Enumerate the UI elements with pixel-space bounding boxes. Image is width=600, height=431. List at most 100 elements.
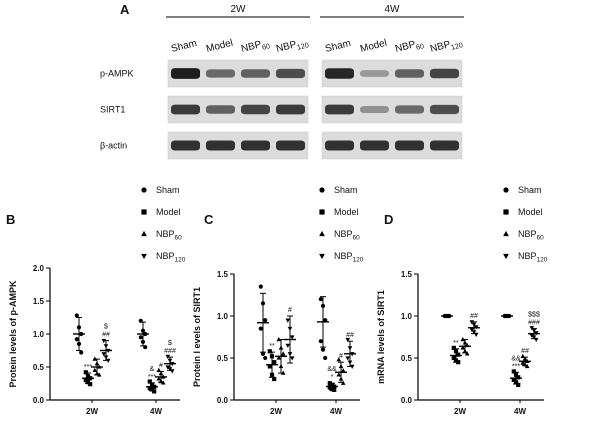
blot-band — [395, 105, 424, 114]
series-nbp60: ## — [459, 337, 531, 369]
data-point — [516, 375, 521, 380]
blot-band — [360, 140, 389, 151]
data-point — [92, 367, 98, 372]
data-point — [345, 337, 351, 343]
data-point — [289, 335, 295, 340]
y-tick-label: 0.5 — [217, 354, 229, 363]
data-point — [258, 284, 263, 289]
data-point — [83, 378, 88, 383]
y-tick-label: 1.0 — [401, 312, 413, 321]
panel-a-letter: A — [120, 2, 130, 17]
blot-band — [276, 104, 305, 115]
data-point — [267, 349, 272, 354]
lane-label-main: Model — [205, 38, 234, 55]
blot-band — [206, 140, 235, 151]
lane-label: NBP120 — [275, 36, 310, 56]
legend-label-main: Model — [518, 207, 543, 217]
significance-label: *** — [148, 374, 156, 381]
legend-marker — [141, 230, 147, 237]
data-point — [138, 335, 143, 340]
legend-marker — [503, 230, 509, 237]
blot-band — [171, 140, 200, 151]
data-point — [511, 377, 516, 382]
blot-band — [241, 140, 270, 151]
blot-group-label: 4W — [385, 4, 401, 15]
x-tick-label: 4W — [514, 407, 526, 416]
lane-label-sub: 120 — [296, 40, 310, 52]
blot-band — [206, 105, 235, 114]
series-nbp120: ### — [284, 307, 356, 369]
data-point — [451, 345, 456, 351]
legend-label: NBP60 — [334, 229, 360, 242]
y-axis-label: mRNA levels of SIRT1 — [376, 290, 386, 384]
legend-label-main: NBP — [334, 251, 353, 261]
legend-label-sub: 60 — [537, 235, 545, 242]
data-point — [280, 351, 286, 356]
legend-label-sub: 120 — [353, 257, 364, 264]
legend-label: NBP60 — [518, 229, 544, 242]
blot-band — [276, 140, 305, 151]
data-point — [263, 318, 268, 323]
significance-label: # — [339, 353, 343, 360]
x-tick-label: 4W — [150, 407, 162, 416]
legend-label: NBP120 — [334, 251, 364, 264]
significance-label: && — [511, 355, 521, 362]
legend-marker — [503, 253, 509, 260]
data-point — [258, 326, 263, 331]
series-model: ** &&*** — [450, 340, 522, 387]
legend-label: Model — [518, 207, 543, 217]
lane-label-sub: 60 — [415, 41, 425, 52]
data-point — [156, 376, 162, 381]
lane-label-sub: 60 — [261, 41, 271, 52]
y-tick-label: 0.0 — [401, 396, 413, 405]
legend-marker — [503, 209, 509, 215]
data-point — [511, 369, 516, 374]
lane-label: NBP60 — [240, 37, 271, 57]
legend-label-main: Sham — [334, 185, 358, 195]
x-tick-label: 2W — [86, 407, 98, 416]
panel-letter: B — [6, 212, 15, 227]
legend-label-sub: 60 — [353, 235, 361, 242]
data-point — [460, 345, 466, 350]
blot-band — [206, 69, 235, 78]
y-tick-label: 0.5 — [401, 354, 413, 363]
legend-label-main: Model — [334, 207, 359, 217]
blot-band — [395, 140, 424, 151]
lane-label-main: Sham — [170, 38, 198, 55]
significance-label: # — [288, 307, 292, 314]
data-point — [340, 368, 346, 373]
lane-label-main: NBP — [429, 39, 452, 55]
series-nbp60: # — [275, 337, 347, 385]
chart-panel-c: C Protein l evels of SIRT1 0.0 0.5 1.0 1.5 2W 4… — [192, 185, 364, 416]
data-point — [318, 339, 323, 344]
legend-label-main: NBP — [518, 251, 537, 261]
legend-marker — [319, 187, 325, 193]
data-point — [263, 355, 268, 361]
chart-panel-b: B Protein levels of p-AMPK 0.0 0.5 1.0 1.5 2.0… — [6, 185, 186, 416]
panel-letter: D — [384, 212, 393, 227]
x-tick-label: 2W — [270, 407, 282, 416]
data-point — [529, 333, 535, 338]
data-point — [345, 356, 351, 361]
legend-marker — [503, 187, 509, 193]
legend-label: Model — [334, 207, 359, 217]
y-tick-label: 1.0 — [217, 312, 229, 321]
data-point — [272, 360, 277, 365]
series-model: ** &&* — [266, 343, 338, 393]
blot-row-2: β-actin — [100, 131, 463, 160]
legend-label: Sham — [334, 185, 358, 195]
lane-label-main: NBP — [394, 39, 417, 55]
significance-label: ## — [470, 313, 478, 320]
data-point — [156, 367, 162, 372]
y-axis-label: Protein l evels of SIRT1 — [192, 287, 202, 387]
legend-marker — [141, 209, 147, 215]
y-tick-label: 0.0 — [217, 396, 229, 405]
y-tick-label: 2.0 — [33, 264, 45, 273]
y-tick-label: 1.5 — [33, 297, 45, 306]
blot-row-label: SIRT1 — [100, 105, 125, 115]
